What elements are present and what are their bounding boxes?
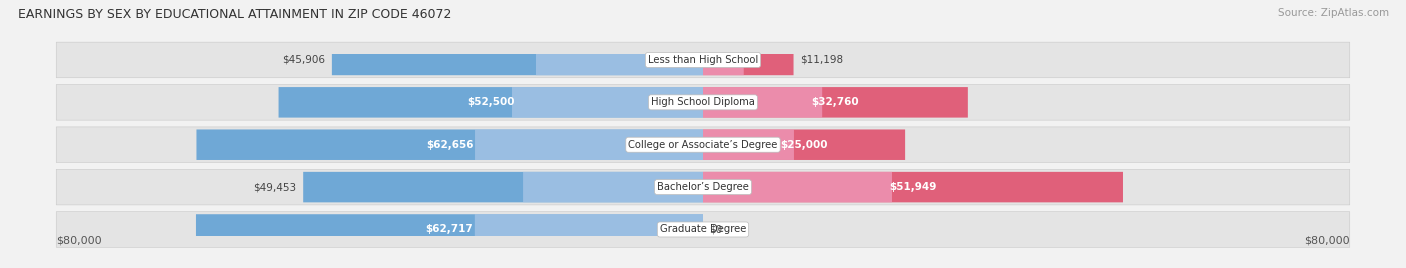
Text: $80,000: $80,000 (1305, 236, 1350, 246)
FancyBboxPatch shape (56, 42, 1350, 78)
FancyBboxPatch shape (703, 172, 891, 202)
Text: $49,453: $49,453 (253, 182, 297, 192)
FancyBboxPatch shape (703, 87, 823, 118)
Text: $51,949: $51,949 (890, 182, 936, 192)
FancyBboxPatch shape (304, 172, 703, 202)
FancyBboxPatch shape (56, 127, 1350, 162)
FancyBboxPatch shape (703, 87, 967, 118)
FancyBboxPatch shape (536, 45, 703, 75)
Text: $52,500: $52,500 (467, 97, 515, 107)
Text: Source: ZipAtlas.com: Source: ZipAtlas.com (1278, 8, 1389, 18)
FancyBboxPatch shape (703, 129, 905, 160)
Text: Bachelor’s Degree: Bachelor’s Degree (657, 182, 749, 192)
FancyBboxPatch shape (56, 169, 1350, 205)
FancyBboxPatch shape (475, 214, 703, 245)
Text: $32,760: $32,760 (811, 97, 859, 107)
Text: $45,906: $45,906 (283, 55, 325, 65)
FancyBboxPatch shape (475, 129, 703, 160)
Text: College or Associate’s Degree: College or Associate’s Degree (628, 140, 778, 150)
FancyBboxPatch shape (703, 45, 793, 75)
FancyBboxPatch shape (703, 129, 794, 160)
Text: $0: $0 (710, 225, 723, 234)
Text: $62,656: $62,656 (426, 140, 474, 150)
FancyBboxPatch shape (197, 129, 703, 160)
Text: Less than High School: Less than High School (648, 55, 758, 65)
FancyBboxPatch shape (56, 212, 1350, 247)
FancyBboxPatch shape (512, 87, 703, 118)
FancyBboxPatch shape (703, 45, 744, 75)
FancyBboxPatch shape (195, 214, 703, 245)
Text: $11,198: $11,198 (800, 55, 844, 65)
Text: EARNINGS BY SEX BY EDUCATIONAL ATTAINMENT IN ZIP CODE 46072: EARNINGS BY SEX BY EDUCATIONAL ATTAINMEN… (18, 8, 451, 21)
FancyBboxPatch shape (278, 87, 703, 118)
FancyBboxPatch shape (703, 172, 1123, 202)
Text: Graduate Degree: Graduate Degree (659, 225, 747, 234)
Text: $62,717: $62,717 (426, 225, 474, 234)
FancyBboxPatch shape (332, 45, 703, 75)
FancyBboxPatch shape (523, 172, 703, 202)
Text: $80,000: $80,000 (56, 236, 101, 246)
Text: $25,000: $25,000 (780, 140, 828, 150)
FancyBboxPatch shape (56, 84, 1350, 120)
Text: High School Diploma: High School Diploma (651, 97, 755, 107)
